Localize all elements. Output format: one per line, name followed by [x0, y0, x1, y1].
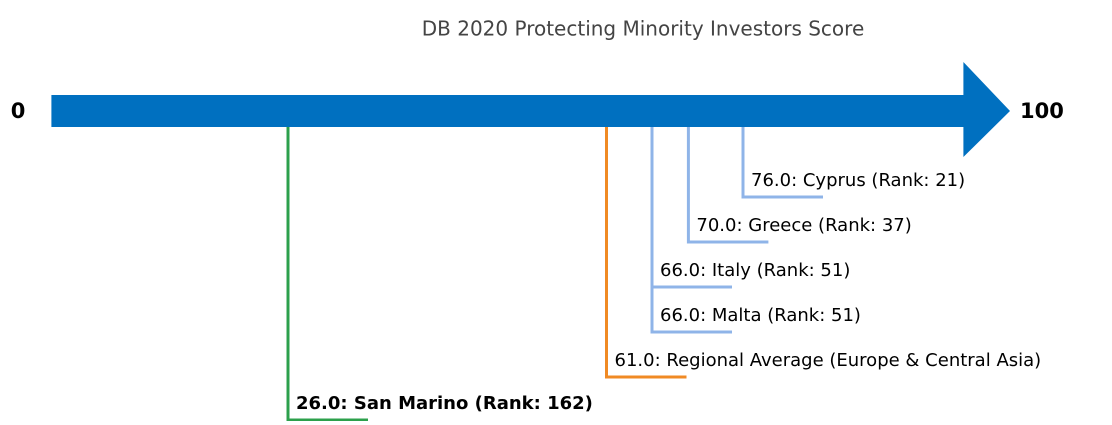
marker-label: 66.0: Italy (Rank: 51)	[660, 260, 850, 281]
axis-arrow	[51, 62, 1010, 157]
marker-label: 66.0: Malta (Rank: 51)	[660, 305, 861, 326]
chart-title: DB 2020 Protecting Minority Investors Sc…	[422, 17, 865, 41]
marker-line	[741, 127, 823, 199]
marker-label: 76.0: Cyprus (Rank: 21)	[751, 170, 965, 191]
marker-label: 61.0: Regional Average (Europe & Central…	[615, 350, 1042, 371]
marker-line	[605, 127, 687, 379]
marker-line	[650, 127, 732, 334]
marker-line	[286, 127, 368, 422]
end-label: 0	[11, 99, 26, 123]
marker-line	[686, 127, 769, 244]
marker-label: 26.0: San Marino (Rank: 162)	[296, 393, 593, 414]
marker-label: 70.0: Greece (Rank: 37)	[696, 215, 911, 236]
end-label: 100	[1020, 99, 1064, 123]
